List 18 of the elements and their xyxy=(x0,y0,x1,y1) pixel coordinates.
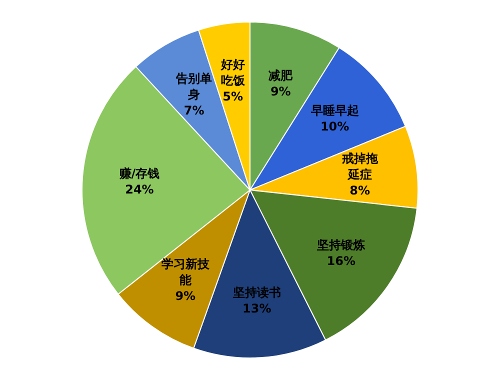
slice-label: 坚持读书 xyxy=(232,286,281,300)
data-label: 5% xyxy=(222,89,244,104)
data-label: 8% xyxy=(350,184,370,198)
slice-label: 好好吃饭 xyxy=(220,57,246,88)
data-label: 9% xyxy=(270,84,291,98)
slice-label: 戒掉拖延症 xyxy=(340,152,379,182)
data-label: 24% xyxy=(125,182,154,196)
data-label: 7% xyxy=(184,103,204,118)
slice-label: 赚/存钱 xyxy=(118,166,160,180)
data-label: 9% xyxy=(175,289,196,304)
slice-label: 告别单身 xyxy=(175,71,212,102)
data-label: 16% xyxy=(326,254,356,268)
slice-label: 减肥 xyxy=(268,68,294,82)
data-label: 10% xyxy=(320,120,350,134)
data-label: 13% xyxy=(242,302,272,316)
slice-label: 学习新技能 xyxy=(161,257,210,288)
slice-label: 早睡早起 xyxy=(310,104,359,118)
slice-label: 坚持锻炼 xyxy=(316,238,366,252)
